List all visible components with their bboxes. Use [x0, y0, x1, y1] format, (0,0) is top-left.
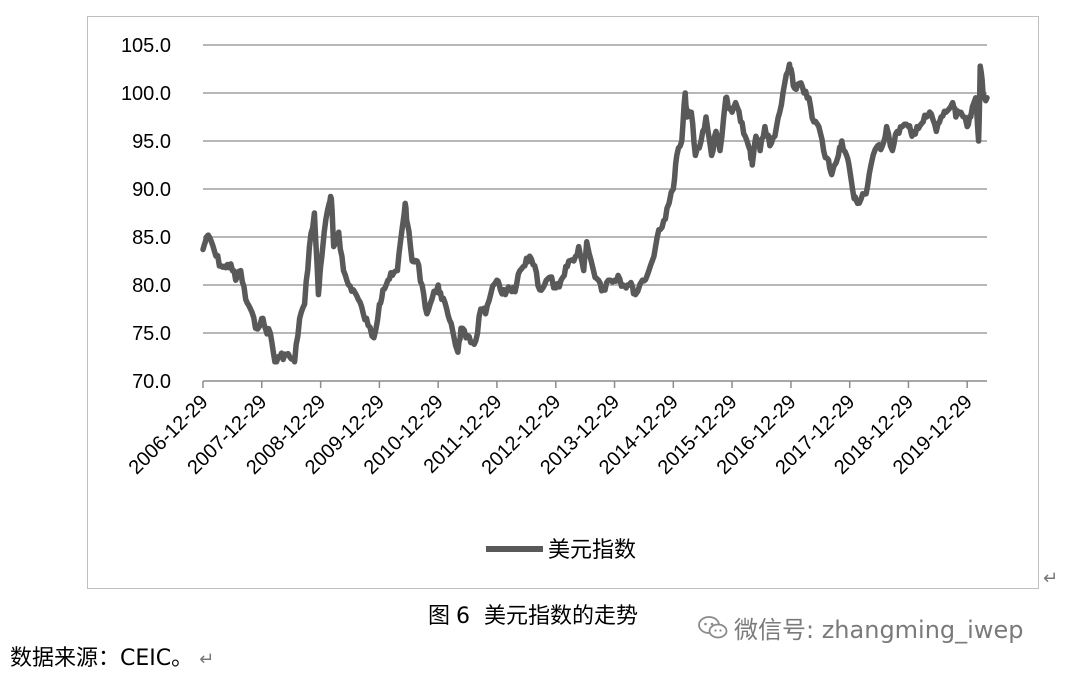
- y-tick-label: 100.0: [121, 83, 171, 105]
- x-axis-tick-labels: 2006-12-292007-12-292008-12-292009-12-29…: [125, 391, 977, 479]
- y-axis-tick-labels: 105.0 100.0 95.0 90.0 85.0 80.0 75.0 70.0: [121, 35, 171, 393]
- figure-caption: 图 6 美元指数的走势: [428, 598, 638, 630]
- caption-text: 美元指数的走势: [484, 604, 639, 629]
- y-tick-label: 70.0: [132, 371, 171, 393]
- y-tick-label: 90.0: [132, 179, 171, 201]
- chart-frame: 105.0 100.0 95.0 90.0 85.0 80.0 75.0 70.0 2006-…: [87, 16, 1039, 589]
- wechat-icon: [698, 615, 728, 638]
- x-axis: [202, 380, 987, 388]
- line-chart: 105.0 100.0 95.0 90.0 85.0 80.0 75.0 70.0 2006-…: [121, 35, 990, 563]
- series-line-dollar-index: [200, 61, 990, 365]
- y-tick-label: 105.0: [121, 35, 171, 57]
- caption-label: 图: [428, 604, 451, 629]
- y-tick-label: 95.0: [132, 131, 171, 153]
- legend-label: 美元指数: [548, 538, 636, 563]
- source-note: 数据来源：CEIC。 ↵: [10, 640, 214, 672]
- source-note-text: 数据来源：CEIC。: [10, 646, 194, 671]
- watermark-text: 微信号: zhangming_iwep: [734, 616, 1024, 644]
- return-mark-chart: ↵: [1043, 568, 1059, 589]
- caption-number: 6: [456, 604, 471, 629]
- return-mark-source: ↵: [199, 649, 215, 670]
- y-tick-label: 80.0: [132, 275, 171, 297]
- y-tick-label: 75.0: [132, 323, 171, 345]
- legend: 美元指数: [486, 538, 636, 563]
- series-layer: [200, 61, 990, 365]
- watermark: 微信号: zhangming_iwep: [698, 610, 1023, 645]
- y-tick-label: 85.0: [132, 227, 171, 249]
